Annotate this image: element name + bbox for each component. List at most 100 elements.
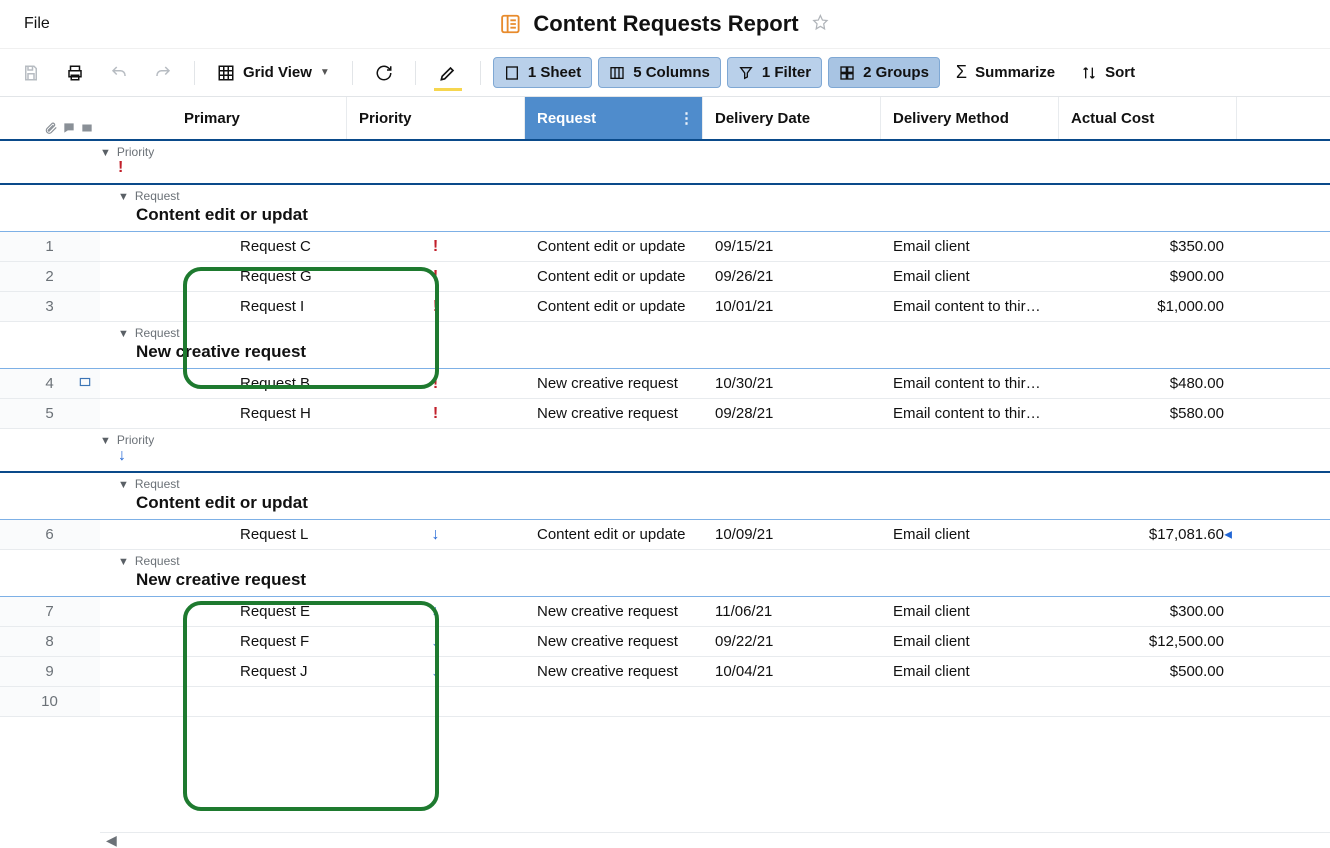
refresh-button[interactable] <box>365 58 403 88</box>
cell-delivery-method[interactable]: Email content to third p <box>881 399 1059 428</box>
cell-delivery-method[interactable]: Email client <box>881 232 1059 261</box>
sort-button[interactable]: Sort <box>1071 58 1145 87</box>
column-header-primary[interactable]: Primary <box>100 97 347 139</box>
column-menu-icon[interactable]: ⋮ <box>679 109 694 127</box>
grid-view-selector[interactable]: Grid View ▼ <box>207 58 340 88</box>
cell-delivery-date[interactable]: 10/04/21 <box>703 657 881 686</box>
row-number[interactable]: 1 <box>0 232 100 261</box>
cell-actual-cost[interactable]: $480.00 <box>1059 369 1237 398</box>
column-header-request[interactable]: Request⋮ <box>525 97 703 139</box>
cell-delivery-method[interactable]: Email client <box>881 262 1059 291</box>
row-number[interactable]: 5 <box>0 399 100 428</box>
cell-request[interactable]: New creative request <box>525 369 703 398</box>
cell-delivery-method[interactable]: Email client <box>881 520 1059 549</box>
cell-actual-cost[interactable]: $1,000.00 <box>1059 292 1237 321</box>
cell-primary[interactable]: Request L <box>100 520 347 549</box>
cell-delivery-method[interactable]: Email client <box>881 657 1059 686</box>
filter-pill[interactable]: 1 Filter <box>727 57 822 88</box>
collapse-icon[interactable]: ▼ <box>100 435 111 447</box>
group-header-request[interactable]: ▼RequestNew creative request <box>0 550 1330 597</box>
group-header-request[interactable]: ▼RequestContent edit or updat <box>0 185 1330 232</box>
summarize-button[interactable]: ΣSummarize <box>946 56 1065 89</box>
cell-actual-cost[interactable]: $300.00 <box>1059 597 1237 626</box>
print-button[interactable] <box>56 58 94 88</box>
table-row[interactable]: 10 <box>0 687 1330 717</box>
cell-primary[interactable]: Request H <box>100 399 347 428</box>
group-header-request[interactable]: ▼RequestContent edit or updat <box>0 473 1330 520</box>
cell-delivery-method[interactable]: Email content to third p <box>881 292 1059 321</box>
row-number[interactable]: 6 <box>0 520 100 549</box>
cell-request[interactable]: Content edit or update <box>525 292 703 321</box>
cell-request[interactable]: New creative request <box>525 399 703 428</box>
cell-request[interactable]: Content edit or update <box>525 520 703 549</box>
group-header-priority[interactable]: ▼Priority↓ <box>0 429 1330 473</box>
cell-delivery-date[interactable]: 10/01/21 <box>703 292 881 321</box>
cell-actual-cost[interactable]: $17,081.60◀ <box>1059 520 1237 549</box>
cell-delivery-date[interactable]: 09/26/21 <box>703 262 881 291</box>
row-number[interactable]: 10 <box>0 687 100 716</box>
cell-priority[interactable]: ! <box>347 262 525 291</box>
column-header-actual-cost[interactable]: Actual Cost <box>1059 97 1237 139</box>
table-row[interactable]: 2Request G!Content edit or update09/26/2… <box>0 262 1330 292</box>
table-row[interactable]: 3Request I!Content edit or update10/01/2… <box>0 292 1330 322</box>
favorite-toggle[interactable] <box>811 13 831 36</box>
cell-actual-cost[interactable]: $12,500.00 <box>1059 627 1237 656</box>
cell-delivery-date[interactable]: 10/09/21 <box>703 520 881 549</box>
cell-delivery-date[interactable]: 09/22/21 <box>703 627 881 656</box>
cell-priority[interactable]: ↓ <box>347 627 525 656</box>
cell-priority[interactable]: ↓ <box>347 657 525 686</box>
table-row[interactable]: 4Request B!New creative request10/30/21E… <box>0 369 1330 399</box>
attachment-indicator-icon[interactable] <box>78 375 92 393</box>
collapse-icon[interactable]: ▼ <box>118 556 129 568</box>
file-menu[interactable]: File <box>24 15 50 33</box>
groups-pill[interactable]: 2 Groups <box>828 57 940 88</box>
row-number[interactable]: 9 <box>0 657 100 686</box>
cell-delivery-date[interactable]: 09/15/21 <box>703 232 881 261</box>
save-button[interactable] <box>12 58 50 88</box>
cell-delivery-method[interactable]: Email client <box>881 597 1059 626</box>
cell-priority[interactable]: ! <box>347 399 525 428</box>
table-row[interactable]: 1Request C!Content edit or update09/15/2… <box>0 232 1330 262</box>
group-header-priority[interactable]: ▼Priority! <box>0 141 1330 185</box>
table-row[interactable]: 7Request E↓New creative request11/06/21E… <box>0 597 1330 627</box>
table-row[interactable]: 9Request J↓New creative request10/04/21E… <box>0 657 1330 687</box>
cell-delivery-date[interactable]: 10/30/21 <box>703 369 881 398</box>
cell-primary[interactable] <box>100 687 347 716</box>
cell-primary[interactable]: Request J <box>100 657 347 686</box>
row-number[interactable]: 4 <box>0 369 100 398</box>
collapse-icon[interactable]: ▼ <box>100 147 111 159</box>
collapse-icon[interactable]: ▼ <box>118 328 129 340</box>
cell-actual-cost[interactable]: $350.00 <box>1059 232 1237 261</box>
cell-priority[interactable]: ! <box>347 292 525 321</box>
group-header-request[interactable]: ▼RequestNew creative request <box>0 322 1330 369</box>
undo-button[interactable] <box>100 58 138 88</box>
cell-delivery-date[interactable]: 11/06/21 <box>703 597 881 626</box>
table-row[interactable]: 8Request F↓New creative request09/22/21E… <box>0 627 1330 657</box>
cell-actual-cost[interactable]: $580.00 <box>1059 399 1237 428</box>
column-header-priority[interactable]: Priority <box>347 97 525 139</box>
cell-request[interactable]: New creative request <box>525 597 703 626</box>
row-number[interactable]: 7 <box>0 597 100 626</box>
cell-primary[interactable]: Request G <box>100 262 347 291</box>
horizontal-scrollbar[interactable]: ◀ <box>100 832 1330 848</box>
highlight-button[interactable] <box>428 57 468 89</box>
cell-primary[interactable]: Request E <box>100 597 347 626</box>
collapse-icon[interactable]: ▼ <box>118 191 129 203</box>
row-number[interactable]: 8 <box>0 627 100 656</box>
scroll-left-icon[interactable]: ◀ <box>100 832 123 848</box>
redo-button[interactable] <box>144 58 182 88</box>
column-header-delivery-date[interactable]: Delivery Date <box>703 97 881 139</box>
cell-delivery-method[interactable]: Email content to third p <box>881 369 1059 398</box>
cell-primary[interactable]: Request C <box>100 232 347 261</box>
table-row[interactable]: 5Request H!New creative request09/28/21E… <box>0 399 1330 429</box>
collapse-icon[interactable]: ▼ <box>118 479 129 491</box>
sheets-pill[interactable]: 1 Sheet <box>493 57 592 88</box>
cell-request[interactable]: Content edit or update <box>525 232 703 261</box>
cell-priority[interactable]: ! <box>347 369 525 398</box>
cell-request[interactable]: New creative request <box>525 657 703 686</box>
cell-priority[interactable]: ↓ <box>347 520 525 549</box>
cell-actual-cost[interactable]: $500.00 <box>1059 657 1237 686</box>
cell-request[interactable]: New creative request <box>525 627 703 656</box>
row-number[interactable]: 3 <box>0 292 100 321</box>
cell-primary[interactable]: Request F <box>100 627 347 656</box>
